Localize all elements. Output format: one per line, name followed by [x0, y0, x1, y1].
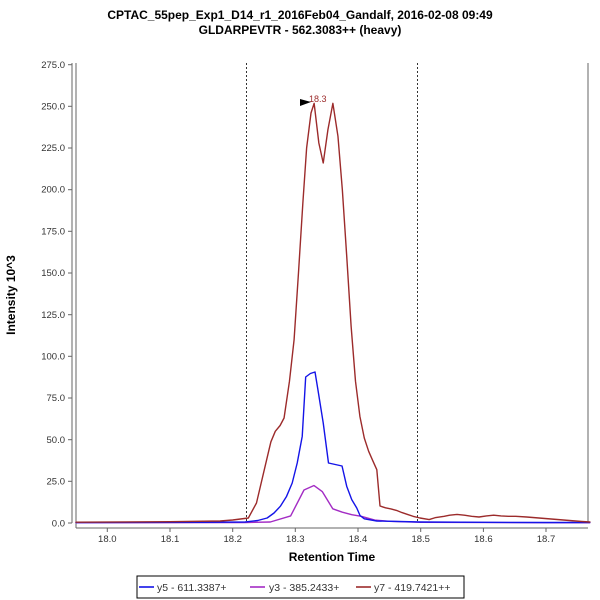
svg-text:Intensity 10^3: Intensity 10^3: [4, 255, 18, 335]
svg-text:18.2: 18.2: [223, 534, 242, 545]
svg-text:125.0: 125.0: [41, 310, 65, 321]
svg-text:18.4: 18.4: [349, 534, 368, 545]
svg-text:18.0: 18.0: [98, 534, 117, 545]
svg-text:75.0: 75.0: [47, 393, 66, 404]
svg-text:25.0: 25.0: [47, 477, 66, 488]
svg-text:y3 - 385.2433+: y3 - 385.2433+: [269, 582, 339, 594]
svg-text:18.3: 18.3: [286, 534, 305, 545]
svg-text:275.0: 275.0: [41, 60, 65, 71]
svg-text:18.3: 18.3: [309, 94, 327, 104]
svg-text:18.5: 18.5: [411, 534, 430, 545]
svg-text:Retention Time: Retention Time: [289, 550, 376, 564]
svg-text:150.0: 150.0: [41, 268, 65, 279]
svg-text:18.6: 18.6: [474, 534, 493, 545]
svg-text:200.0: 200.0: [41, 185, 65, 196]
svg-text:0.0: 0.0: [52, 519, 65, 530]
svg-text:100.0: 100.0: [41, 352, 65, 363]
svg-text:50.0: 50.0: [47, 435, 66, 446]
svg-text:y7 - 419.7421++: y7 - 419.7421++: [374, 582, 450, 594]
svg-text:18.1: 18.1: [161, 534, 180, 545]
svg-text:y5 - 611.3387+: y5 - 611.3387+: [157, 582, 227, 594]
svg-text:175.0: 175.0: [41, 227, 65, 238]
svg-text:18.7: 18.7: [537, 534, 556, 545]
svg-text:250.0: 250.0: [41, 102, 65, 113]
svg-text:225.0: 225.0: [41, 143, 65, 154]
